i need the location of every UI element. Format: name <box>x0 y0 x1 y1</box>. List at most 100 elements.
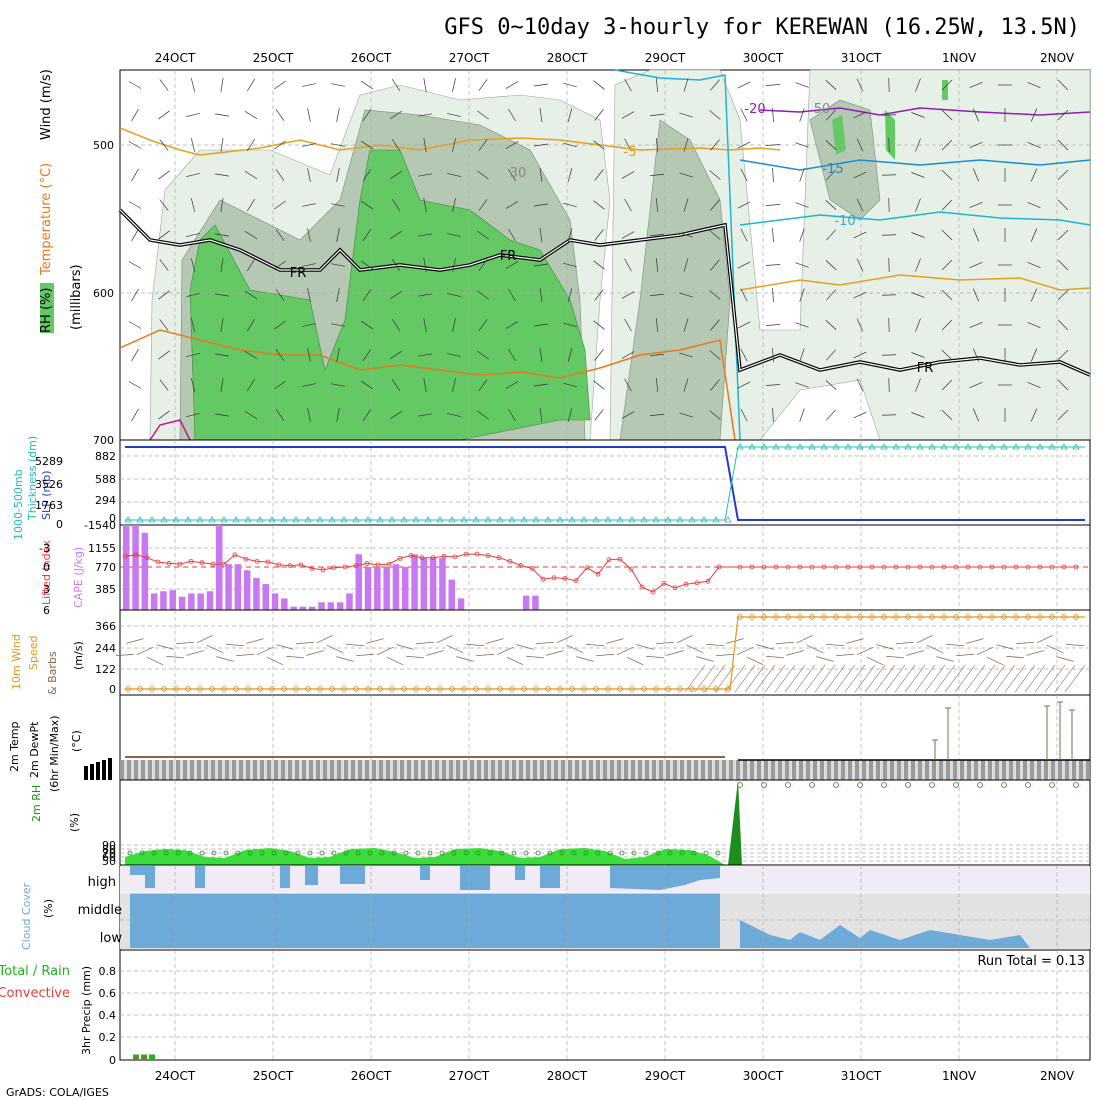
wind-barb <box>389 110 403 120</box>
lifted-index-marker <box>857 564 863 570</box>
rh2m-marker <box>905 782 911 788</box>
lifted-index-marker <box>845 564 851 570</box>
date-tick-bottom: 1NOV <box>942 1069 977 1083</box>
temp2m-stripe <box>831 760 834 780</box>
rh2m-marker <box>463 850 469 856</box>
wind-barb <box>624 378 632 392</box>
lifted-index-marker <box>917 564 923 570</box>
wind10m-marker <box>676 685 684 693</box>
wind10m-barb <box>794 664 816 693</box>
wind10m-marker <box>664 685 672 693</box>
rh2m-marker <box>163 850 169 856</box>
date-tick-bottom: 25OCT <box>253 1069 294 1083</box>
axis-tick-label: 5289 <box>35 455 63 468</box>
wind-barb <box>825 200 837 210</box>
temp2m-stripe <box>894 760 897 780</box>
wind-barb <box>825 260 837 270</box>
wind-barb <box>624 138 632 152</box>
wind-barb <box>1030 288 1038 302</box>
wind-barb <box>539 408 543 422</box>
wind10m-marker <box>736 613 744 621</box>
axis-tick-label: -1540 <box>84 519 116 532</box>
lifted-index-marker <box>773 564 779 570</box>
wind10m-barb <box>165 655 185 659</box>
thickness-marker <box>724 516 732 523</box>
temp2m-stripe <box>978 760 981 780</box>
rh2m-marker <box>235 850 241 856</box>
wind10m-barb <box>465 643 485 647</box>
wind10m-barb <box>426 650 444 656</box>
wind10m-speed-label: Speed <box>27 636 40 670</box>
wind-barb <box>447 353 461 357</box>
wind10m-barb <box>266 656 284 666</box>
wind-barb <box>418 113 432 117</box>
wind-barb <box>624 258 632 272</box>
wind-barb <box>1027 261 1041 269</box>
cape-bar <box>141 532 149 610</box>
cape-bar <box>420 558 428 610</box>
axis-tick-label: 60 <box>102 851 116 864</box>
temp2m-stripe <box>957 760 960 780</box>
wind10m-barb <box>854 664 876 693</box>
wind-barb <box>799 288 805 302</box>
wind-barb <box>799 108 805 122</box>
cloud-middle <box>130 893 720 948</box>
wind-barb <box>361 140 373 150</box>
cloud-middle-label: middle <box>78 903 122 918</box>
temp2m-stripe <box>537 760 540 780</box>
wind-barb <box>567 288 573 302</box>
temp2m-stripe <box>271 760 274 780</box>
temp2m-stripe <box>180 760 183 780</box>
temp2m-stripe <box>705 760 708 780</box>
contour-label: 30 <box>510 166 527 181</box>
wind-barb <box>331 383 345 387</box>
cape-label: CAPE (J/kg) <box>72 547 85 608</box>
wind-barb <box>508 348 516 362</box>
rh2m-marker <box>881 782 887 788</box>
wind-barb <box>679 232 693 238</box>
rh2m-marker <box>643 850 649 856</box>
temp2m-stripe <box>719 760 722 780</box>
lifted-index-marker <box>199 560 205 566</box>
wind-barb <box>826 409 836 421</box>
wind-barb <box>128 261 142 269</box>
wind-barb <box>244 410 258 420</box>
thickness-line <box>125 446 1085 521</box>
cape-bar <box>532 595 539 610</box>
wind-barb <box>477 290 489 300</box>
axis-tick-label: 90 <box>102 839 116 852</box>
wind10m-marker <box>256 685 264 693</box>
wind-barb <box>740 408 748 422</box>
rh2m-marker <box>247 850 253 856</box>
temp-contour-minus5 <box>119 127 781 156</box>
lifted-index-marker <box>463 551 469 557</box>
wind-barb <box>853 111 867 119</box>
wind10m-marker <box>616 685 624 693</box>
wind-barb <box>624 318 632 332</box>
wind10m-marker <box>376 685 384 693</box>
wind10m-barb <box>994 664 1016 693</box>
precip-bars <box>133 1054 155 1060</box>
rh2m-marker <box>953 782 959 788</box>
precip-total-label: Total / Rain <box>0 964 70 979</box>
wind10m-barb <box>1014 664 1036 693</box>
cloud-label: Cloud Cover <box>20 882 33 950</box>
lifted-index-marker <box>221 561 227 567</box>
rh2m-marker <box>679 850 685 856</box>
wind-barb <box>765 204 781 206</box>
lifted-index-marker <box>408 553 414 558</box>
temp2m-stripe <box>285 760 288 780</box>
temp2m-stripe <box>866 760 869 780</box>
wind10m-barb <box>386 656 404 666</box>
wind10m-barb <box>326 644 344 654</box>
wind10m-barb <box>175 641 195 645</box>
rh2m-marker <box>1025 782 1031 788</box>
temp2m-stripe <box>348 760 351 780</box>
wind10m-marker <box>436 685 444 693</box>
wind10m-barb <box>475 653 495 657</box>
temp2m-stripe <box>796 760 799 780</box>
wind-barb <box>941 139 953 151</box>
wind10m-barb <box>765 655 785 659</box>
wind10m-barb <box>874 664 896 693</box>
wind10m-marker <box>568 685 576 693</box>
